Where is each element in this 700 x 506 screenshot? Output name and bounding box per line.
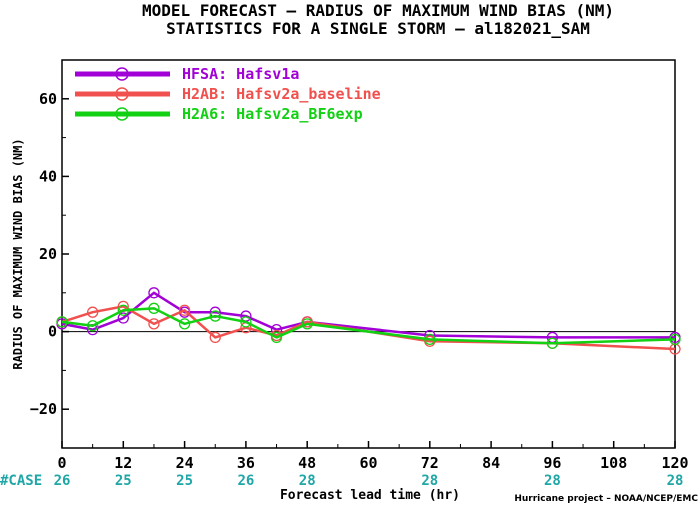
x-tick-label: 24 [176,454,194,472]
series-layer [56,287,681,355]
data-point [87,306,99,318]
legend-label: H2A6: Hafsv2a_BF6exp [182,105,363,123]
x-tick-label: 120 [661,454,688,472]
plot-area [61,59,676,449]
case-count: 26 [54,473,71,489]
y-tick-label: −20 [30,400,57,418]
y-axis-label: RADIUS OF MAXIMUM WIND BIAS (NM) [11,138,25,369]
data-point [546,337,559,349]
data-point [301,318,313,330]
data-point [148,302,160,314]
y-axis: −20 0 20 40 60 [30,59,69,449]
legend-marker [115,67,129,81]
x-tick-label: 108 [600,454,627,472]
data-point [209,331,221,344]
y-tick-label: 60 [39,90,57,108]
case-count: 28 [299,473,316,489]
y-tick-label: 20 [39,245,57,263]
data-point [148,318,160,330]
chart-title: MODEL FORECAST – RADIUS OF MAXIMUM WIND … [142,1,614,20]
data-point [148,287,160,299]
x-axis: 0 12 24 36 48 60 72 84 96 108 120 [57,441,689,472]
x-tick-label: 84 [482,454,500,472]
legend-marker [115,107,129,121]
case-count: 25 [115,473,132,489]
chart-subtitle: STATISTICS FOR A SINGLE STORM – al182021… [166,19,590,38]
legend-marker [115,87,129,101]
x-tick-label: 72 [421,454,439,472]
case-label: #CASE [0,473,42,489]
legend-label: HFSA: Hafsv1a [182,65,299,83]
data-point [669,333,681,346]
data-point [117,312,129,324]
x-axis-label: Forecast lead time (hr) [280,488,460,503]
x-tick-label: 36 [237,454,255,472]
data-point [56,316,68,328]
case-counts: 26 25 25 26 28 28 28 28 [54,473,684,489]
x-tick-label: 96 [543,454,561,472]
legend-label: H2AB: Hafsv2a_baseline [182,85,381,103]
credit: Hurricane project – NOAA/NCEP/EMC [514,494,698,504]
case-count: 26 [237,473,254,489]
y-tick-label: 40 [39,167,57,185]
data-point [240,316,252,328]
x-tick-label: 12 [114,454,132,472]
case-count: 28 [421,473,438,489]
case-count: 28 [667,473,684,489]
data-point [87,320,99,332]
legend: HFSA: Hafsv1a H2AB: Hafsv2a_baseline H2A6:… [75,65,381,123]
data-point [117,304,129,316]
data-point [424,333,436,346]
x-tick-label: 0 [57,454,66,472]
data-point [270,331,283,344]
y-tick-label: 0 [48,323,57,341]
x-tick-label: 48 [298,454,316,472]
data-point [209,310,221,322]
x-tick-label: 60 [359,454,377,472]
series-line [61,307,676,345]
data-point [178,318,191,330]
case-count: 25 [176,473,193,489]
case-count: 28 [544,473,561,489]
data-point [178,304,191,316]
